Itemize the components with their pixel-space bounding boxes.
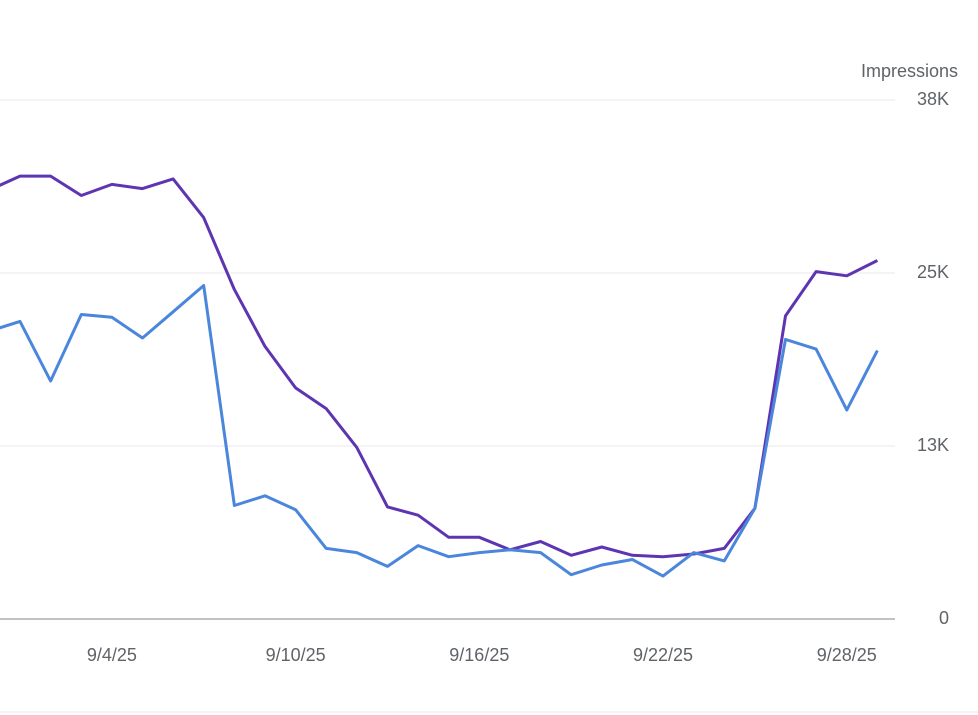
series-line — [0, 284, 879, 578]
x-tick-label: 9/4/25 — [87, 645, 137, 665]
x-tick-label: 9/16/25 — [449, 645, 509, 665]
y-axis-label: Impressions — [861, 61, 958, 81]
y-tick-label: 13K — [917, 435, 949, 455]
y-tick-label: 38K — [917, 89, 949, 109]
y-tick-label: 25K — [917, 262, 949, 282]
x-tick-label: 9/22/25 — [633, 645, 693, 665]
y-tick-label: 0 — [939, 608, 949, 628]
plot-area — [0, 174, 879, 578]
x-tick-label: 9/10/25 — [266, 645, 326, 665]
series-line — [0, 174, 879, 559]
x-tick-label: 9/28/25 — [817, 645, 877, 665]
